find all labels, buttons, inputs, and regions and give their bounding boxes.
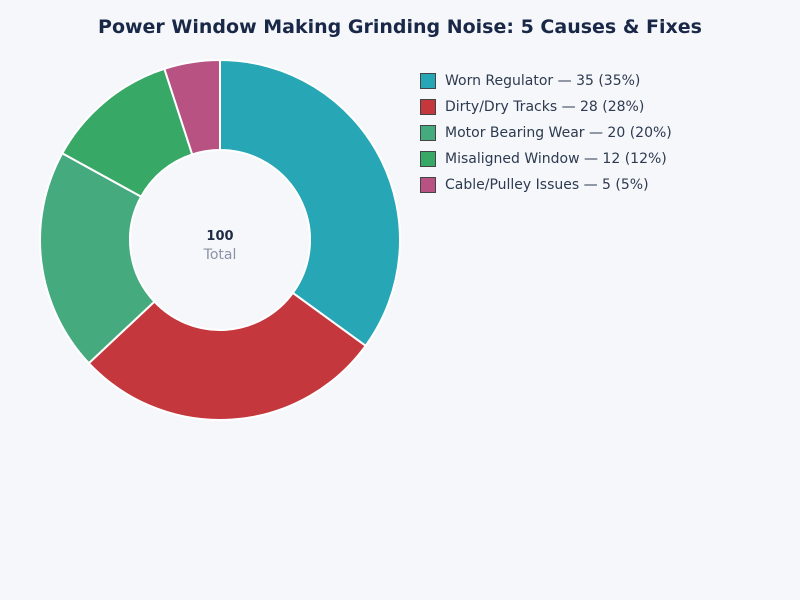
legend-label: Misaligned Window — 12 (12%) xyxy=(445,151,667,167)
chart-title: Power Window Making Grinding Noise: 5 Ca… xyxy=(98,16,702,38)
legend-swatch xyxy=(420,125,436,141)
donut-slice-motor-bearing-wear xyxy=(39,151,156,365)
legend-label: Cable/Pulley Issues — 5 (5%) xyxy=(445,177,649,193)
legend-label: Motor Bearing Wear — 20 (20%) xyxy=(445,125,672,141)
donut-slice-worn-regulator xyxy=(219,58,401,348)
legend-item-dirty-dry-tracks: Dirty/Dry Tracks — 28 (28%) xyxy=(420,94,672,120)
legend-label: Worn Regulator — 35 (35%) xyxy=(445,73,641,89)
legend-swatch xyxy=(420,177,436,193)
legend-item-cable-pulley-issues: Cable/Pulley Issues — 5 (5%) xyxy=(420,172,672,198)
center-total-value: 100 xyxy=(206,229,233,244)
legend-swatch xyxy=(420,73,436,89)
legend-label: Dirty/Dry Tracks — 28 (28%) xyxy=(445,99,645,115)
legend-swatch xyxy=(420,99,436,115)
donut-slice-cable-pulley-issues xyxy=(163,58,221,156)
legend-swatch xyxy=(420,151,436,167)
center-total-label: Total xyxy=(203,247,237,263)
legend-item-motor-bearing-wear: Motor Bearing Wear — 20 (20%) xyxy=(420,120,672,146)
legend-item-worn-regulator: Worn Regulator — 35 (35%) xyxy=(420,68,672,94)
legend-item-misaligned-window: Misaligned Window — 12 (12%) xyxy=(420,146,672,172)
chart-legend: Worn Regulator — 35 (35%) Dirty/Dry Trac… xyxy=(420,68,672,198)
donut-slice-dirty-dry-tracks xyxy=(87,291,368,421)
